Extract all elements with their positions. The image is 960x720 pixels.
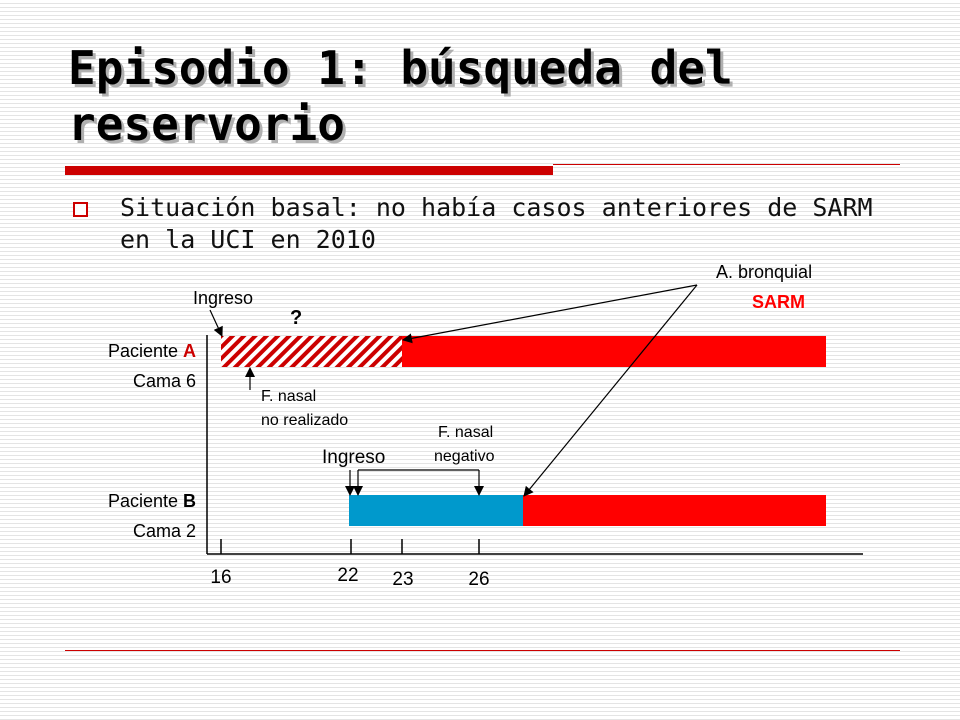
- arrow-ingreso-a: [209, 309, 223, 337]
- tick-label-26: 26: [468, 569, 489, 590]
- nasal-b-line2: negativo: [434, 448, 495, 465]
- arrow-bronquial-a: [402, 284, 698, 344]
- bronquial-line1: A. bronquial: [716, 262, 812, 282]
- patient-a-unknown-bar: [221, 336, 402, 367]
- title-underline-thin: [553, 164, 900, 165]
- footer-divider: [65, 650, 900, 651]
- ingreso-a-label: Ingreso: [193, 288, 253, 308]
- nasal-a-line1: F. nasal: [261, 388, 316, 405]
- patient-a-sarm-bar: [402, 336, 826, 367]
- bullet-text: Situación basal: no había casos anterior…: [120, 193, 873, 254]
- slide-title: Episodio 1: búsqueda del reservorio: [68, 41, 733, 151]
- arrow-bronquial-b: [523, 284, 698, 497]
- ingreso-b-label: Ingreso: [322, 447, 385, 468]
- patient-b-label: Paciente B: [108, 491, 196, 511]
- patient-b-letter: B: [183, 491, 196, 511]
- patient-b-sarm-bar: [523, 495, 826, 526]
- patient-b-bed: Cama 2: [133, 521, 196, 541]
- nasal-b-line1: F. nasal: [438, 424, 493, 441]
- patient-b-negative-bar: [349, 495, 523, 526]
- tick-label-16: 16: [210, 567, 231, 588]
- patient-a-label: Paciente A: [108, 341, 196, 361]
- nasal-a-line2: no realizado: [261, 412, 348, 429]
- title-underline-bar: [65, 166, 553, 175]
- tick-label-22: 22: [337, 565, 358, 586]
- patient-a-bed: Cama 6: [133, 371, 196, 391]
- question-mark: ?: [290, 307, 302, 329]
- bullet-square-icon: [73, 202, 88, 217]
- bronquial-line2: SARM: [752, 292, 805, 312]
- tick-label-23: 23: [392, 569, 413, 590]
- patient-a-letter: A: [183, 341, 196, 361]
